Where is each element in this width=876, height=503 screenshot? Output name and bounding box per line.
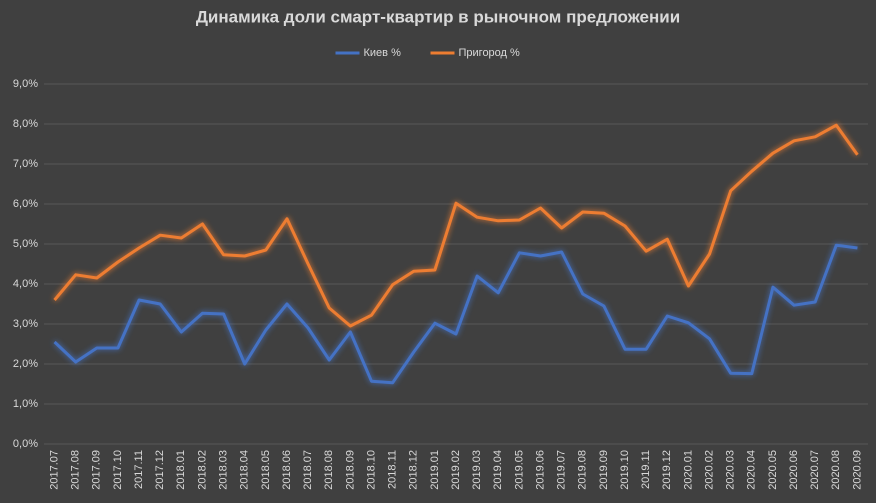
x-tick-label: 2018.07 bbox=[302, 450, 314, 490]
x-tick-label: 2019.04 bbox=[492, 450, 504, 490]
y-tick-label: 1,0% bbox=[13, 398, 38, 410]
x-tick-label: 2019.08 bbox=[577, 450, 589, 490]
x-tick-label: 2019.12 bbox=[661, 450, 673, 490]
y-tick-label: 0,0% bbox=[13, 438, 38, 450]
x-tick-label: 2017.12 bbox=[154, 450, 166, 490]
x-tick-label: 2018.03 bbox=[217, 450, 229, 490]
y-tick-label: 4,0% bbox=[13, 278, 38, 290]
x-tick-label: 2020.08 bbox=[830, 450, 842, 490]
x-tick-label: 2020.06 bbox=[788, 450, 800, 490]
x-tick-label: 2019.02 bbox=[450, 450, 462, 490]
y-tick-label: 9,0% bbox=[13, 78, 38, 90]
x-tick-label: 2020.03 bbox=[725, 450, 737, 490]
x-tick-label: 2019.09 bbox=[598, 450, 610, 490]
x-tick-label: 2019.06 bbox=[534, 450, 546, 490]
y-tick-label: 7,0% bbox=[13, 158, 38, 170]
x-tick-label: 2019.11 bbox=[640, 450, 652, 489]
x-tick-label: 2018.04 bbox=[239, 450, 251, 490]
x-tick-label: 2019.07 bbox=[556, 450, 568, 490]
y-tick-label: 8,0% bbox=[13, 118, 38, 130]
y-tick-label: 5,0% bbox=[13, 238, 38, 250]
x-tick-label: 2018.10 bbox=[365, 450, 377, 490]
x-tick-label: 2018.09 bbox=[344, 450, 356, 490]
x-tick-label: 2018.06 bbox=[281, 450, 293, 490]
x-tick-label: 2017.08 bbox=[70, 450, 82, 490]
x-tick-label: 2018.05 bbox=[260, 450, 272, 490]
series-line bbox=[53, 243, 858, 385]
y-tick-label: 3,0% bbox=[13, 318, 38, 330]
x-tick-label: 2017.10 bbox=[112, 450, 124, 490]
chart-title: Динамика доли смарт-квартир в рыночном п… bbox=[196, 7, 680, 26]
x-tick-label: 2019.10 bbox=[619, 450, 631, 490]
legend-label: Пригород % bbox=[459, 47, 521, 59]
x-tick-label: 2018.08 bbox=[323, 450, 335, 490]
y-tick-label: 6,0% bbox=[13, 198, 38, 210]
legend-label: Киев % bbox=[364, 47, 402, 59]
x-tick-label: 2020.02 bbox=[703, 450, 715, 490]
x-tick-label: 2020.09 bbox=[851, 450, 863, 490]
x-tick-label: 2017.07 bbox=[48, 450, 60, 490]
x-tick-label: 2018.12 bbox=[408, 450, 420, 490]
y-tick-label: 2,0% bbox=[13, 358, 38, 370]
x-tick-label: 2017.09 bbox=[91, 450, 103, 490]
x-tick-label: 2019.05 bbox=[513, 450, 525, 490]
x-tick-label: 2020.04 bbox=[746, 450, 758, 490]
x-tick-label: 2020.01 bbox=[682, 450, 694, 490]
x-tick-label: 2020.07 bbox=[809, 450, 821, 490]
x-tick-label: 2019.01 bbox=[429, 450, 441, 490]
x-tick-label: 2017.11 bbox=[133, 450, 145, 489]
x-tick-label: 2020.05 bbox=[767, 450, 779, 490]
series-line bbox=[53, 123, 859, 328]
x-tick-label: 2018.02 bbox=[196, 450, 208, 490]
x-tick-label: 2019.03 bbox=[471, 450, 483, 490]
x-tick-label: 2018.11 bbox=[387, 450, 399, 489]
x-tick-label: 2018.01 bbox=[175, 450, 187, 490]
